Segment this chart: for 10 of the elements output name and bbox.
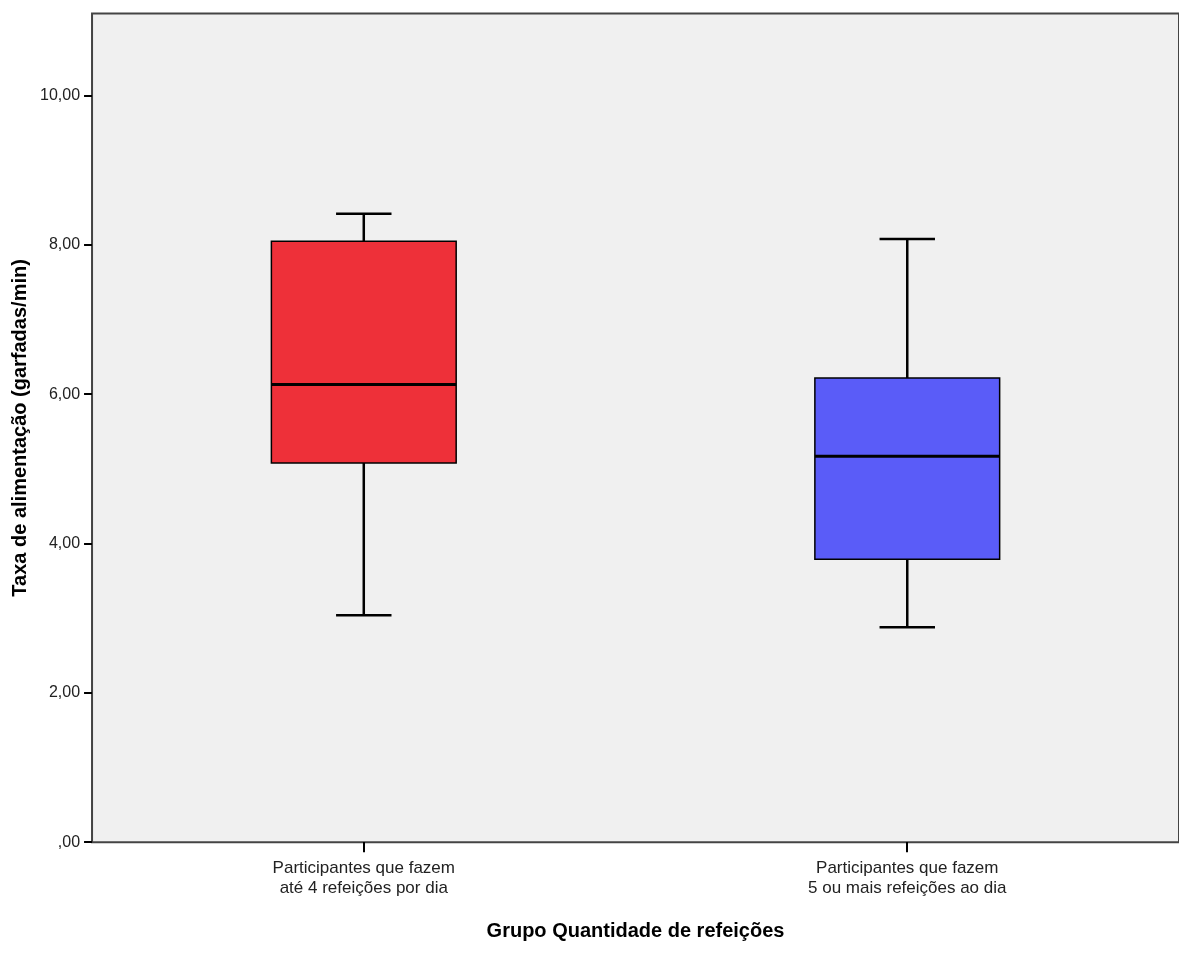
x-tick-label: Participantes que fazem 5 ou mais refeições ao dia xyxy=(808,858,1008,898)
y-tick-label: 2,00 xyxy=(48,683,81,701)
x-tick-label: Participantes que fazem até 4 refeições por dia xyxy=(272,858,455,898)
y-tick-label: ,00 xyxy=(57,832,81,850)
y-tick-label: 10,00 xyxy=(39,86,81,104)
y-tick-label: 8,00 xyxy=(48,235,81,253)
y-axis-title: Taxa de alimentação (garfadas/min) xyxy=(7,259,30,597)
y-tick-label: 6,00 xyxy=(48,384,81,402)
y-tick-label: 4,00 xyxy=(48,534,81,552)
x-axis-title: Grupo Quantidade de refeições xyxy=(486,918,785,941)
